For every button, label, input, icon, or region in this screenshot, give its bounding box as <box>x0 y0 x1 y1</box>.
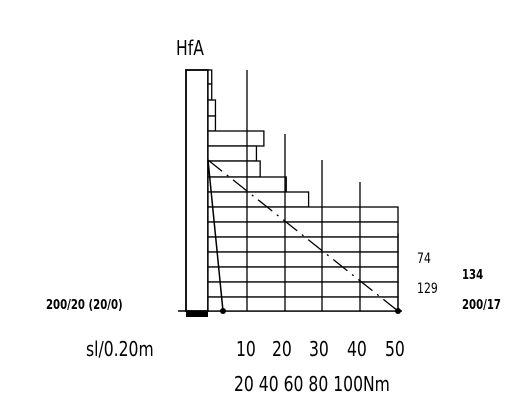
column-body <box>185 69 209 312</box>
right-value-a: 74 <box>417 251 431 267</box>
axis-tick-50: 50 <box>385 337 405 361</box>
bar-10 <box>207 206 399 223</box>
column-label: HfA <box>176 36 204 60</box>
marker-left <box>220 308 226 314</box>
bar-group <box>207 69 399 312</box>
bar-9 <box>207 191 310 208</box>
bar-6 <box>207 145 258 162</box>
scale-label: sl/0.20m <box>86 337 154 361</box>
right-value-b: 129 <box>417 281 438 297</box>
axis-tick-40: 40 <box>347 337 367 361</box>
bar-14 <box>207 266 399 283</box>
bar-13 <box>207 251 399 268</box>
bar-5 <box>207 130 265 147</box>
bar-15 <box>207 281 399 298</box>
axis-tick-10: 10 <box>236 337 256 361</box>
right-label-cut: 200/17 <box>462 298 501 313</box>
axis-lower-label: 20 40 60 80 100Nm <box>234 372 390 396</box>
base-level-label: 200/20 (20/0) <box>46 298 123 313</box>
axis-tick-30: 30 <box>309 337 329 361</box>
right-value-c: 134 <box>462 268 484 283</box>
column-base-block <box>186 311 208 317</box>
bar-16 <box>207 296 399 312</box>
axis-tick-20: 20 <box>272 337 292 361</box>
bar-1 <box>207 69 213 85</box>
diagonal-dashed-line <box>207 159 399 312</box>
support-line <box>207 159 224 312</box>
bar-12 <box>207 236 399 253</box>
bar-2 <box>207 83 213 101</box>
bar-3 <box>207 99 217 117</box>
marker-right <box>395 308 401 314</box>
bar-4 <box>207 115 217 132</box>
bar-7 <box>207 160 261 178</box>
